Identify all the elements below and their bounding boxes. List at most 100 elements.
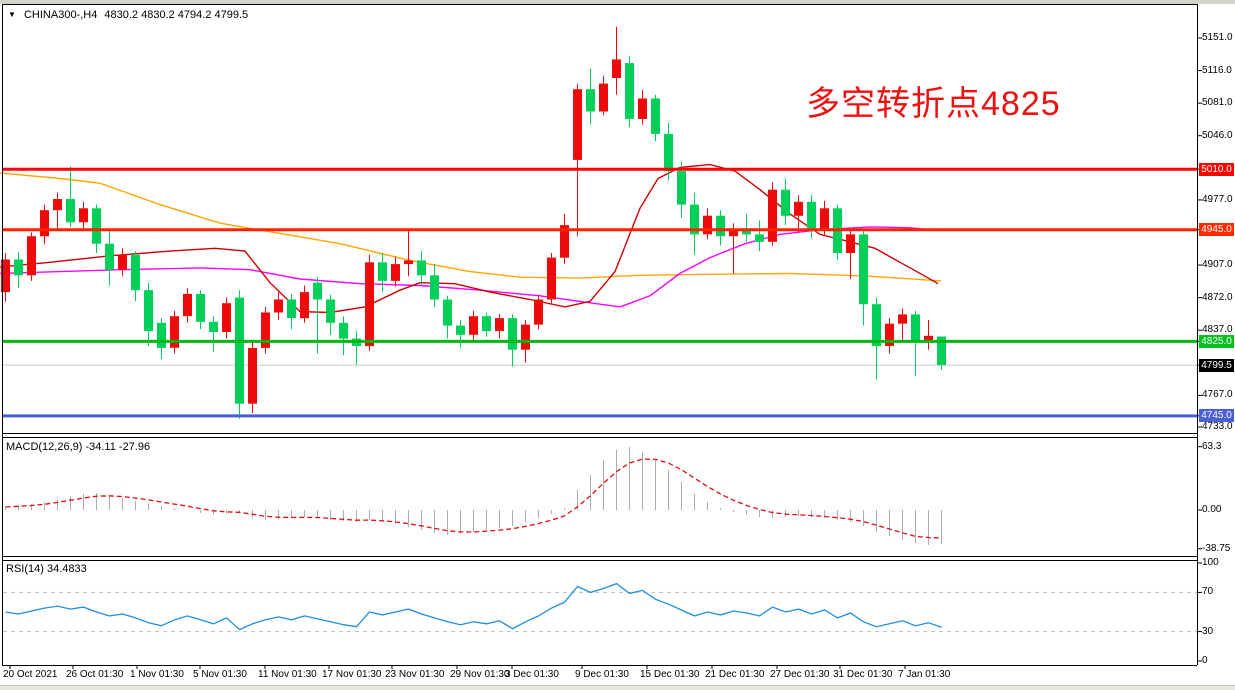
candle-body bbox=[157, 322, 166, 348]
ma-line-slow-orange bbox=[0, 172, 942, 282]
candle-body bbox=[911, 314, 920, 341]
candle-body bbox=[235, 297, 244, 404]
price-tick-label: 4837.0 bbox=[1202, 324, 1233, 336]
candle-body bbox=[716, 215, 725, 237]
candle-body bbox=[53, 199, 62, 211]
candle-body bbox=[794, 201, 803, 216]
candle-body bbox=[508, 318, 517, 350]
time-axis-label: 9 Dec 01:30 bbox=[575, 669, 629, 680]
time-axis-label: 21 Dec 01:30 bbox=[705, 669, 765, 680]
candle-body bbox=[1, 259, 10, 293]
candle-body bbox=[482, 316, 491, 332]
ma-line-medium-magenta bbox=[0, 226, 942, 308]
rsi-tick-label: 0 bbox=[1202, 655, 1208, 666]
candle-body bbox=[937, 336, 946, 366]
candle-body bbox=[638, 98, 647, 119]
window-bottom-strip bbox=[0, 685, 1235, 690]
rsi-tick-label: 30 bbox=[1202, 625, 1214, 637]
candle-body bbox=[872, 304, 881, 347]
price-tick-label: 4733.0 bbox=[1202, 420, 1233, 432]
rsi-tick-label: 100 bbox=[1202, 557, 1219, 568]
price-axis[interactable]: 5151.0 5116.0 5081.0 5046.0 4977.0 4907.0 4872… bbox=[1197, 0, 1235, 685]
rsi-tick-label: 70 bbox=[1202, 586, 1214, 598]
price-badge: 5010.0 bbox=[1199, 162, 1234, 176]
candle-body bbox=[183, 293, 192, 317]
time-axis-label: 5 Nov 01:30 bbox=[193, 669, 247, 680]
candle-body bbox=[898, 314, 907, 324]
price-badge: 4945.0 bbox=[1199, 223, 1234, 237]
candle-body bbox=[365, 262, 374, 347]
candle-body bbox=[456, 325, 465, 335]
candle-body bbox=[885, 323, 894, 346]
candle-body bbox=[521, 324, 530, 350]
price-badge: 4825.0 bbox=[1199, 334, 1234, 348]
candle-body bbox=[547, 257, 556, 300]
candle-body bbox=[703, 215, 712, 235]
candle-body bbox=[391, 264, 400, 281]
candle-body bbox=[378, 262, 387, 281]
price-badge: 4745.0 bbox=[1199, 409, 1234, 423]
time-axis-label: 15 Dec 01:30 bbox=[640, 669, 700, 680]
price-badge: 4799.5 bbox=[1199, 358, 1234, 372]
candle-body bbox=[287, 299, 296, 319]
candle-body bbox=[729, 228, 738, 237]
candle-body bbox=[261, 312, 270, 348]
candle-body bbox=[625, 63, 634, 119]
time-axis[interactable]: 20 Oct 2021 26 Oct 01:30 1 Nov 01:30 5 Nov … bbox=[0, 666, 1235, 685]
candle-body bbox=[690, 204, 699, 235]
time-axis-label: 31 Dec 01:30 bbox=[833, 669, 893, 680]
time-axis-label: 1 Nov 01:30 bbox=[130, 669, 184, 680]
candle-body bbox=[170, 316, 179, 348]
candle-body bbox=[326, 299, 335, 323]
candle-body bbox=[131, 254, 140, 291]
ma-line-fast-red bbox=[0, 163, 939, 314]
candle-body bbox=[573, 89, 582, 160]
candle-body bbox=[807, 201, 816, 230]
time-axis-label: 26 Oct 01:30 bbox=[66, 669, 124, 680]
time-axis-label: 7 Jan 01:30 bbox=[898, 669, 951, 680]
candle-body bbox=[534, 299, 543, 325]
ohlc-values: 4830.2 4830.2 4794.2 4799.5 bbox=[104, 9, 249, 21]
candle-body bbox=[417, 260, 426, 276]
candle-body bbox=[40, 210, 49, 237]
candle-body bbox=[92, 208, 101, 244]
candle-body bbox=[469, 316, 478, 335]
collapse-icon[interactable]: ▼ bbox=[8, 10, 16, 19]
candle-body bbox=[560, 225, 569, 258]
candle-body bbox=[859, 234, 868, 305]
candle-body bbox=[599, 83, 608, 112]
candle-body bbox=[742, 228, 751, 235]
candle-body bbox=[443, 299, 452, 326]
candle-body bbox=[313, 282, 322, 300]
time-axis-label: 17 Nov 01:30 bbox=[322, 669, 382, 680]
candle-body bbox=[248, 347, 257, 404]
macd-signal-line bbox=[5, 458, 942, 539]
price-tick-label: 5116.0 bbox=[1202, 64, 1232, 76]
candle-body bbox=[209, 321, 218, 332]
candle-body bbox=[586, 89, 595, 112]
time-axis-label: 29 Nov 01:30 bbox=[450, 669, 510, 680]
price-tick-label: 4977.0 bbox=[1202, 193, 1233, 205]
macd-tick-label: 0.00 bbox=[1202, 504, 1222, 515]
symbol-timeframe-label: CHINA300-,H4 bbox=[23, 9, 98, 21]
candle-body bbox=[79, 208, 88, 223]
candle-body bbox=[781, 189, 790, 216]
annotation-text[interactable]: 多空转折点4825 bbox=[806, 85, 1061, 123]
candle-body bbox=[27, 236, 36, 276]
time-axis-label: 3 Dec 01:30 bbox=[505, 669, 559, 680]
candle-body bbox=[66, 199, 75, 223]
price-tick-label: 5081.0 bbox=[1202, 97, 1233, 109]
time-axis-label: 11 Nov 01:30 bbox=[258, 669, 317, 680]
price-tick-label: 4767.0 bbox=[1202, 389, 1233, 401]
macd-indicator-label: MACD(12,26,9) -34.11 -27.96 bbox=[6, 441, 151, 453]
candle-body bbox=[404, 260, 413, 265]
candle-body bbox=[144, 290, 153, 332]
price-tick-label: 5046.0 bbox=[1202, 129, 1233, 141]
candle-body bbox=[222, 303, 231, 332]
candle-body bbox=[430, 275, 439, 300]
candle-body bbox=[300, 292, 309, 319]
price-tick-label: 5151.0 bbox=[1202, 32, 1233, 43]
candle-body bbox=[274, 299, 283, 313]
macd-tick-label: 63.3 bbox=[1202, 440, 1222, 452]
